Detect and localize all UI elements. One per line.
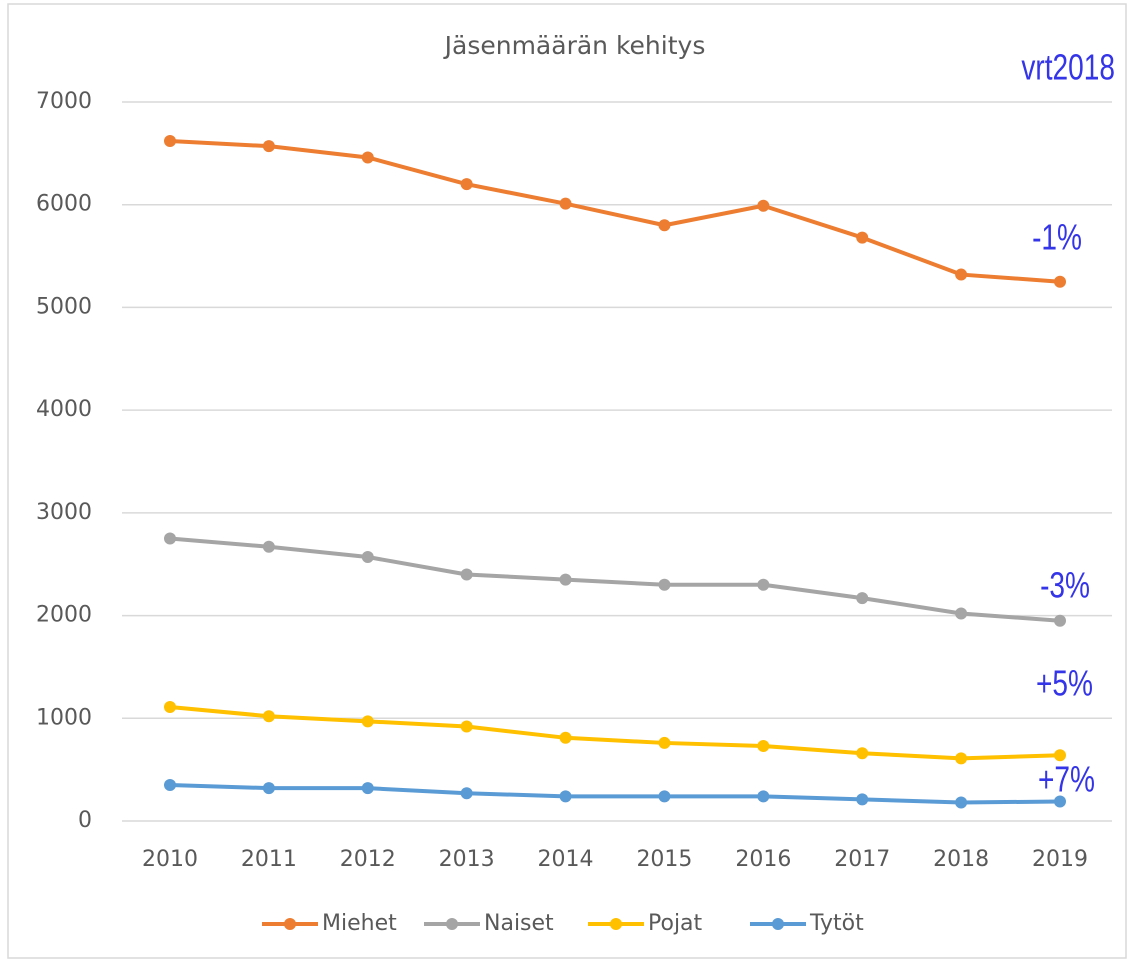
legend-label: Tytöt bbox=[809, 911, 864, 936]
annotation: -1% bbox=[1032, 217, 1082, 257]
chart-border bbox=[7, 3, 1127, 959]
marker bbox=[559, 197, 572, 210]
x-tick-label: 2015 bbox=[636, 847, 692, 872]
marker bbox=[1054, 275, 1066, 288]
marker bbox=[856, 592, 869, 605]
x-tick-label: 2012 bbox=[340, 847, 396, 872]
x-tick-label: 2018 bbox=[933, 847, 989, 872]
marker bbox=[955, 607, 968, 620]
marker bbox=[559, 573, 572, 586]
x-tick-label: 2010 bbox=[142, 847, 198, 872]
marker bbox=[658, 578, 671, 591]
marker bbox=[164, 700, 176, 713]
series-line bbox=[169, 139, 1061, 284]
legend-marker bbox=[772, 918, 784, 930]
marker bbox=[361, 151, 374, 164]
y-tick-label: 3000 bbox=[36, 500, 92, 525]
y-tick-label: 1000 bbox=[36, 705, 92, 730]
marker bbox=[757, 578, 770, 591]
x-tick-label: 2016 bbox=[735, 847, 791, 872]
marker bbox=[856, 793, 869, 806]
marker bbox=[164, 135, 176, 148]
annotation: -3% bbox=[1040, 565, 1090, 605]
marker bbox=[262, 540, 275, 553]
marker bbox=[757, 199, 770, 212]
legend-marker bbox=[446, 918, 458, 930]
legend-label: Pojat bbox=[648, 911, 703, 936]
marker bbox=[955, 796, 968, 809]
x-tick-label: 2011 bbox=[241, 847, 297, 872]
marker bbox=[856, 747, 869, 760]
marker bbox=[955, 268, 968, 281]
x-tick-label: 2019 bbox=[1032, 847, 1088, 872]
marker bbox=[757, 790, 770, 803]
marker bbox=[658, 790, 671, 803]
marker bbox=[559, 731, 572, 744]
marker bbox=[460, 178, 473, 191]
x-tick-label: 2013 bbox=[439, 847, 495, 872]
marker bbox=[164, 532, 176, 545]
marker bbox=[1054, 749, 1066, 762]
marker bbox=[262, 782, 275, 795]
x-tick-label: 2017 bbox=[834, 847, 890, 872]
marker bbox=[856, 231, 869, 244]
y-tick-label: 7000 bbox=[36, 89, 92, 114]
marker bbox=[460, 568, 473, 581]
marker bbox=[361, 715, 374, 728]
annotation: +5% bbox=[1036, 663, 1093, 703]
marker bbox=[955, 752, 968, 765]
y-tick-label: 4000 bbox=[36, 397, 92, 422]
x-tick-label: 2014 bbox=[538, 847, 594, 872]
series-line bbox=[169, 704, 1061, 761]
y-tick-label: 6000 bbox=[36, 192, 92, 217]
annotation: vrt2018 bbox=[1021, 47, 1115, 87]
marker bbox=[164, 779, 176, 792]
y-tick-label: 2000 bbox=[36, 603, 92, 628]
legend-marker bbox=[610, 918, 622, 930]
marker bbox=[1054, 795, 1066, 808]
marker bbox=[559, 790, 572, 803]
legend-label: Naiset bbox=[484, 911, 554, 936]
chart-title: Jäsenmäärän kehitys bbox=[443, 31, 706, 60]
marker bbox=[361, 551, 374, 564]
series-line bbox=[169, 536, 1061, 623]
marker bbox=[262, 140, 275, 153]
marker bbox=[757, 740, 770, 753]
annotation: +7% bbox=[1038, 759, 1095, 799]
legend-label: Miehet bbox=[322, 911, 397, 936]
marker bbox=[460, 787, 473, 800]
series-line bbox=[169, 783, 1061, 805]
legend-marker bbox=[284, 918, 296, 930]
marker bbox=[658, 736, 671, 749]
marker bbox=[1054, 614, 1066, 627]
marker bbox=[460, 720, 473, 733]
marker bbox=[262, 710, 275, 723]
marker bbox=[361, 782, 374, 795]
y-tick-label: 5000 bbox=[36, 294, 92, 319]
y-tick-label: 0 bbox=[78, 808, 92, 833]
marker bbox=[658, 219, 671, 232]
